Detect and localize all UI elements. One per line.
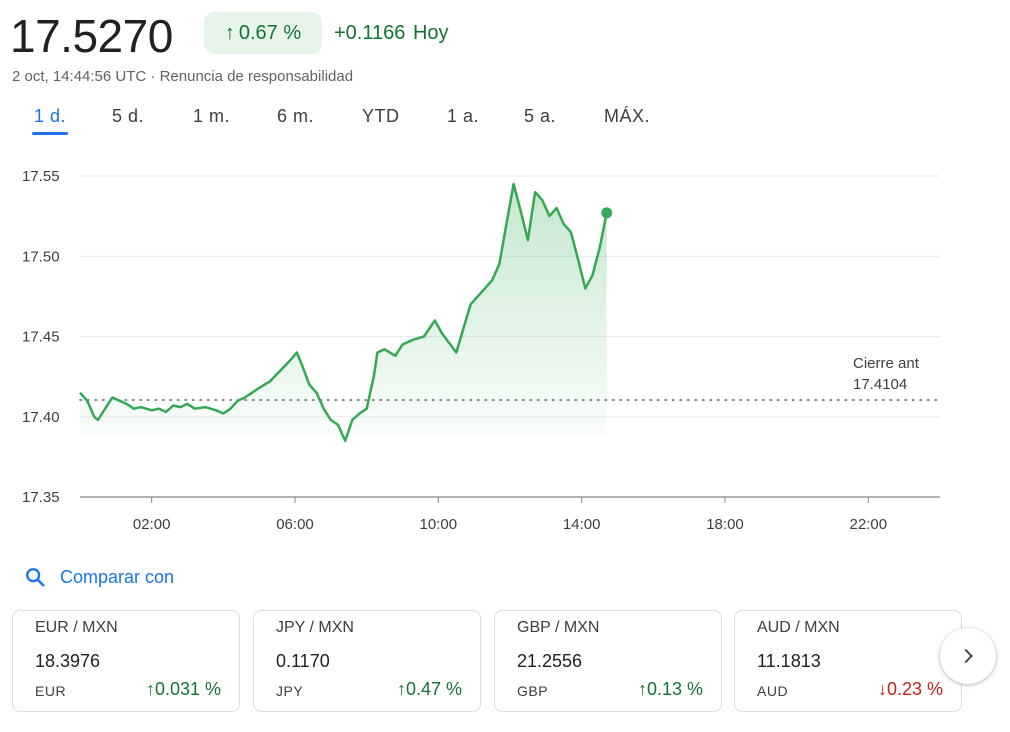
currency-change: ↑0.031 % [145,679,221,699]
compare-button[interactable]: Comparar con [24,566,174,588]
arrow-up-icon: ↑ [145,679,155,699]
currency-code: JPY [276,683,304,699]
period-label: Hoy [412,22,449,44]
price-area-fill [80,184,607,441]
currency-pair: AUD / MXN [757,619,840,636]
tab-1d[interactable]: 1 d. [34,106,67,126]
currency-card-eur[interactable]: EUR / MXN 18.3976 EUR ↑0.031 % [12,610,240,712]
timestamp: 2 oct, 14:44:56 UTC · [12,68,160,85]
current-price: 17.5270 [10,10,173,62]
x-tick-label: 06:00 [276,516,314,533]
percent-change-badge: ↑ 0.67 % [204,12,322,54]
x-tick-label: 02:00 [133,516,171,533]
next-cards-button[interactable] [940,628,996,684]
x-tick-label: 10:00 [420,516,458,533]
currency-code: GBP [517,683,549,699]
timestamp-line: 2 oct, 14:44:56 UTC · Renuncia de respon… [12,68,353,85]
y-tick-label: 17.45 [22,329,60,346]
y-tick-label: 17.50 [22,248,60,265]
currency-value: 11.1813 [757,651,821,671]
currency-value: 21.2556 [517,651,583,671]
disclaimer-link[interactable]: Renuncia de responsabilidad [159,68,354,85]
currency-value: 18.3976 [35,651,101,671]
arrow-down-icon: ↓ [877,679,887,699]
y-tick-label: 17.55 [22,168,60,185]
tab-5d[interactable]: 5 d. [112,106,145,126]
tab-ytd[interactable]: YTD [362,106,400,126]
current-price-dot [601,207,613,219]
active-tab-indicator [32,132,68,135]
previous-close-value: 17.4104 [853,376,907,393]
compare-label: Comparar con [60,566,175,587]
currency-card-gbp[interactable]: GBP / MXN 21.2556 GBP ↑0.13 % [494,610,722,712]
percent-change-value: 0.67 % [238,21,302,44]
currency-card-jpy[interactable]: JPY / MXN 0.1170 JPY ↑0.47 % [253,610,481,712]
range-tabs: 1 d. 5 d. 1 m. 6 m. YTD 1 a. 5 a. MÁX. [0,100,700,140]
x-tick-label: 18:00 [706,516,744,533]
currency-change: ↓0.23 % [877,679,943,699]
price-chart[interactable]: 17.55 17.50 17.45 17.40 17.35 02:00 06:00 10:0… [0,150,1010,550]
x-tick-label: 22:00 [850,516,888,533]
arrow-up-icon: ↑ [637,679,647,699]
absolute-change-value: +0.1166 [334,22,406,44]
y-tick-label: 17.40 [22,409,60,426]
search-icon [26,568,45,587]
tab-1y[interactable]: 1 a. [447,106,480,126]
chevron-right-icon [964,648,973,664]
currency-code: AUD [757,683,789,699]
price-line [79,182,608,443]
currency-card-aud[interactable]: AUD / MXN 11.1813 AUD ↓0.23 % [734,610,962,712]
tab-max[interactable]: MÁX. [604,106,651,126]
tab-1m[interactable]: 1 m. [193,106,231,126]
arrow-up-icon: ↑ [396,679,406,699]
tab-6m[interactable]: 6 m. [277,106,315,126]
absolute-change: +0.1166 Hoy [334,18,449,48]
x-tick-label: 14:00 [563,516,601,533]
currency-pair: JPY / MXN [276,619,354,636]
currency-value: 0.1170 [276,651,330,671]
currency-code: EUR [35,683,67,699]
y-tick-label: 17.35 [22,489,60,506]
currency-change: ↑0.13 % [637,679,703,699]
currency-change: ↑0.47 % [396,679,462,699]
tab-5y[interactable]: 5 a. [524,106,557,126]
currency-pair: GBP / MXN [517,619,600,636]
currency-pair: EUR / MXN [35,619,118,636]
previous-close-label: Cierre ant [853,355,920,372]
arrow-up-icon: ↑ [224,21,235,44]
